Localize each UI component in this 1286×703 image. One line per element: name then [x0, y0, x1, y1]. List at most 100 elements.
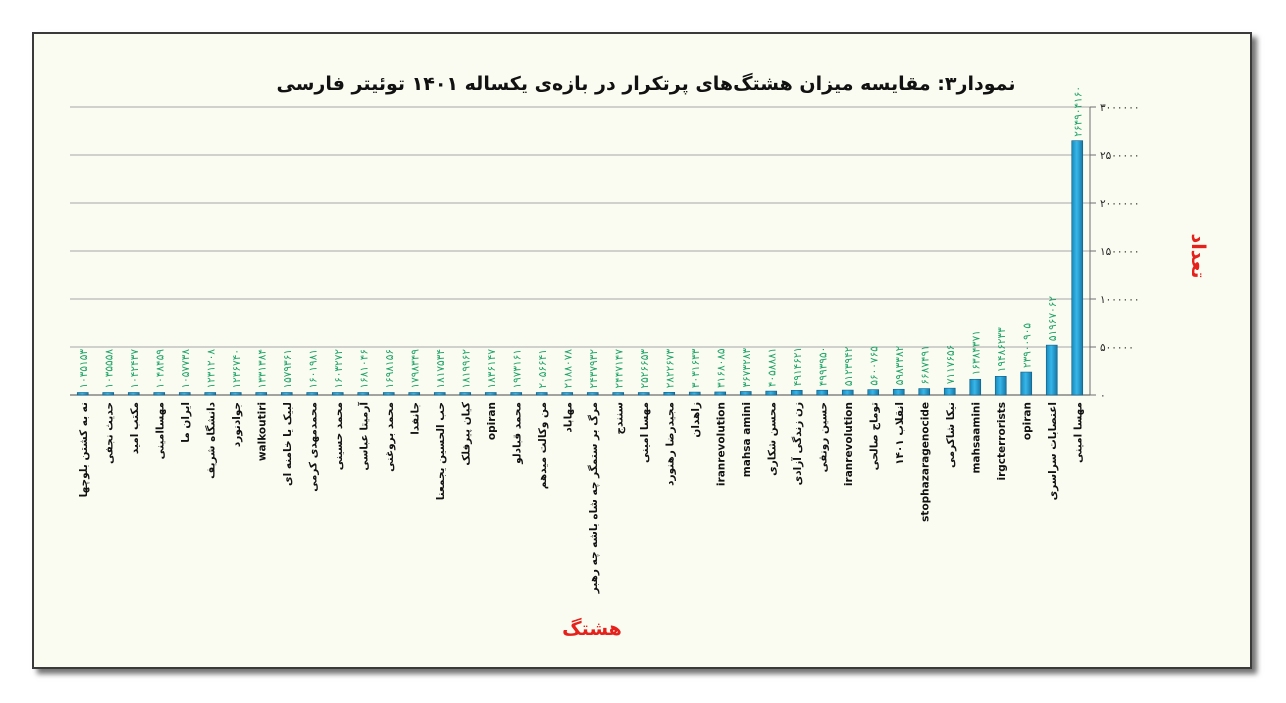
x-tick-label: iranrevolution — [715, 402, 727, 486]
y-tick-label: ۲۰۰۰۰۰۰ — [1100, 198, 1139, 210]
data-label: ۴۰۵۸۸۸۱ — [766, 348, 778, 387]
x-tick-label: کیان پیرفلک — [460, 401, 472, 466]
data-label: ۳۰۳۱۶۳۳ — [690, 348, 702, 388]
x-tick-label: زن زندگی آزادی — [791, 402, 804, 485]
bar — [357, 392, 370, 396]
bar — [76, 392, 89, 396]
x-tick-label: مکتب امید — [129, 402, 141, 454]
x-tick-label: mahsaamini — [970, 402, 982, 474]
x-tick-label: انقلاب ۱۴۰۱ — [894, 402, 906, 465]
x-tick-label: محسن شکاری — [766, 402, 778, 476]
bar — [484, 392, 497, 396]
y-tick-label: ۵۰۰۰۰۰ — [1100, 342, 1134, 354]
data-label: ۱۰۳۵۵۵۸ — [103, 349, 115, 389]
bar — [1071, 140, 1084, 396]
chart-canvas: نمودار۳: مقایسه میزان هشتگ‌های پرتکرار د… — [70, 72, 1209, 640]
bar — [178, 392, 191, 396]
bar — [637, 392, 650, 396]
data-label: ۴۹۹۳۹۵۰ — [817, 347, 829, 386]
data-label: ۵۱۹۶۷۰۶۲ — [1047, 296, 1059, 341]
x-tick-label: ایران ما — [180, 402, 192, 443]
y-axis-title: تعداد — [1187, 233, 1209, 278]
bar — [1045, 344, 1058, 396]
data-label: ۲۴۳۷۹۳۲ — [588, 349, 600, 389]
data-label: ۳۱۶۸۰۸۵ — [715, 348, 727, 388]
chart-frame: نمودار۳: مقایسه میزان هشتگ‌های پرتکرار د… — [32, 32, 1252, 669]
data-label: ۱۳۳۱۳۸۴ — [256, 349, 268, 388]
x-tick-label: توماج صالحی — [868, 402, 880, 470]
bar — [382, 392, 395, 396]
x-tick-label: مهسا امینی — [1072, 402, 1084, 463]
bar — [306, 392, 319, 396]
bar — [102, 392, 115, 396]
x-tick-label: مرگ بر ستمگر چه شاه باشه چه رهبر — [587, 402, 600, 594]
bar — [918, 388, 931, 396]
bar — [153, 392, 166, 396]
chart-title: نمودار۳: مقایسه میزان هشتگ‌های پرتکرار د… — [276, 72, 1015, 95]
bar — [892, 388, 905, 396]
data-label: ۱۲۳۶۷۴۰ — [231, 349, 243, 388]
bar — [994, 375, 1007, 396]
data-label: ۷۱۱۷۶۵۶ — [945, 345, 957, 384]
data-label: ۱۹۴۸۶۲۳۳ — [996, 327, 1008, 372]
data-label: ۴۹۱۴۶۲۱ — [792, 347, 804, 386]
data-label: ۲۵۲۶۶۵۳ — [639, 349, 651, 389]
data-labels: ۱۰۳۵۱۵۳ ۱۰۳۵۵۵۸ ۱۰۴۲۴۳۷ ۱۰۴۸۴۵۹ ۱۰۵۷۷۳۸ ۱۲۳۱۲… — [78, 86, 1085, 389]
x-tick-label: irgcterrorists — [996, 402, 1008, 481]
bar — [255, 392, 268, 396]
data-label: ۱۰۳۵۱۵۳ — [78, 349, 90, 389]
x-tick-label: مهساامینی — [154, 402, 166, 459]
x-tick-label: opiran — [486, 402, 498, 440]
data-label: ۱۰۴۸۴۵۹ — [154, 349, 166, 389]
y-axis-ticks: ۰ ۵۰۰۰۰۰ ۱۰۰۰۰۰۰ ۱۵۰۰۰۰۰ ۲۰۰۰۰۰۰ ۲۵۰۰۰۰۰ ۳۰۰۰۰… — [1100, 102, 1139, 402]
bar — [561, 392, 574, 396]
x-tick-label: حدیث نجفی — [103, 402, 115, 464]
y-tick-label: ۱۵۰۰۰۰۰ — [1100, 246, 1139, 258]
x-tick-label: جانفدا — [409, 402, 421, 435]
bars — [76, 140, 1084, 396]
gridlines — [70, 106, 1096, 396]
x-tick-label: من وکالت میدهم — [537, 402, 549, 489]
bar — [229, 392, 242, 396]
bar — [459, 392, 472, 396]
x-tick-label: اعتصابات سراسری — [1047, 402, 1059, 500]
y-tick-label: ۰ — [1100, 390, 1106, 402]
x-tick-label: محمدمهدی کرمی — [307, 402, 319, 492]
data-label: ۱۰۵۷۷۳۸ — [180, 349, 192, 389]
bar — [714, 391, 727, 396]
data-label: ۱۸۱۷۵۳۴ — [435, 349, 447, 388]
y-tick-label: ۳۰۰۰۰۰۰ — [1100, 102, 1139, 114]
bar — [969, 378, 982, 396]
x-tick-label: نه به کشتن بلوچها — [78, 402, 90, 497]
data-label: ۱۸۳۶۱۴۷ — [486, 349, 498, 389]
bar — [790, 389, 803, 396]
bar — [433, 392, 446, 396]
x-tick-label: محمد حسینی — [333, 402, 345, 470]
bar — [841, 389, 854, 396]
x-tick-label: مهاباد — [562, 402, 574, 433]
data-label: ۲۴۴۷۱۴۷ — [613, 349, 625, 389]
x-tick-label: مجیدرضا رهنورد — [664, 402, 676, 486]
y-tick-label: ۱۰۰۰۰۰۰ — [1100, 294, 1139, 306]
data-label: ۱۸۱۹۹۶۲ — [460, 349, 472, 389]
bar — [612, 392, 625, 396]
x-tick-label: جوادنورد — [231, 402, 243, 447]
bar — [280, 392, 293, 396]
x-tick-label: محمد قبادلو — [511, 402, 523, 465]
bar — [510, 392, 523, 396]
x-tick-label: نیکا شاکرمی — [945, 402, 957, 468]
x-tick-label: iranrevolution — [843, 402, 855, 486]
bar — [1020, 371, 1033, 396]
x-tick-label: زاهدان — [690, 402, 702, 438]
data-label: ۱۷۹۸۳۴۹ — [409, 349, 421, 389]
data-label: ۵۱۲۳۹۴۲ — [843, 346, 855, 386]
bar — [816, 389, 829, 396]
bar — [867, 389, 880, 396]
data-label: ۵۶۰۰۷۶۵ — [868, 346, 880, 386]
x-tick-label: mahsa amini — [741, 402, 753, 477]
bar — [535, 392, 548, 396]
data-label: ۱۶۰۳۲۷۲ — [333, 349, 345, 389]
data-label: ۶۶۸۷۴۹۱ — [919, 345, 931, 384]
data-label: ۱۶۹۸۱۵۶ — [384, 349, 396, 388]
bar — [408, 392, 421, 396]
